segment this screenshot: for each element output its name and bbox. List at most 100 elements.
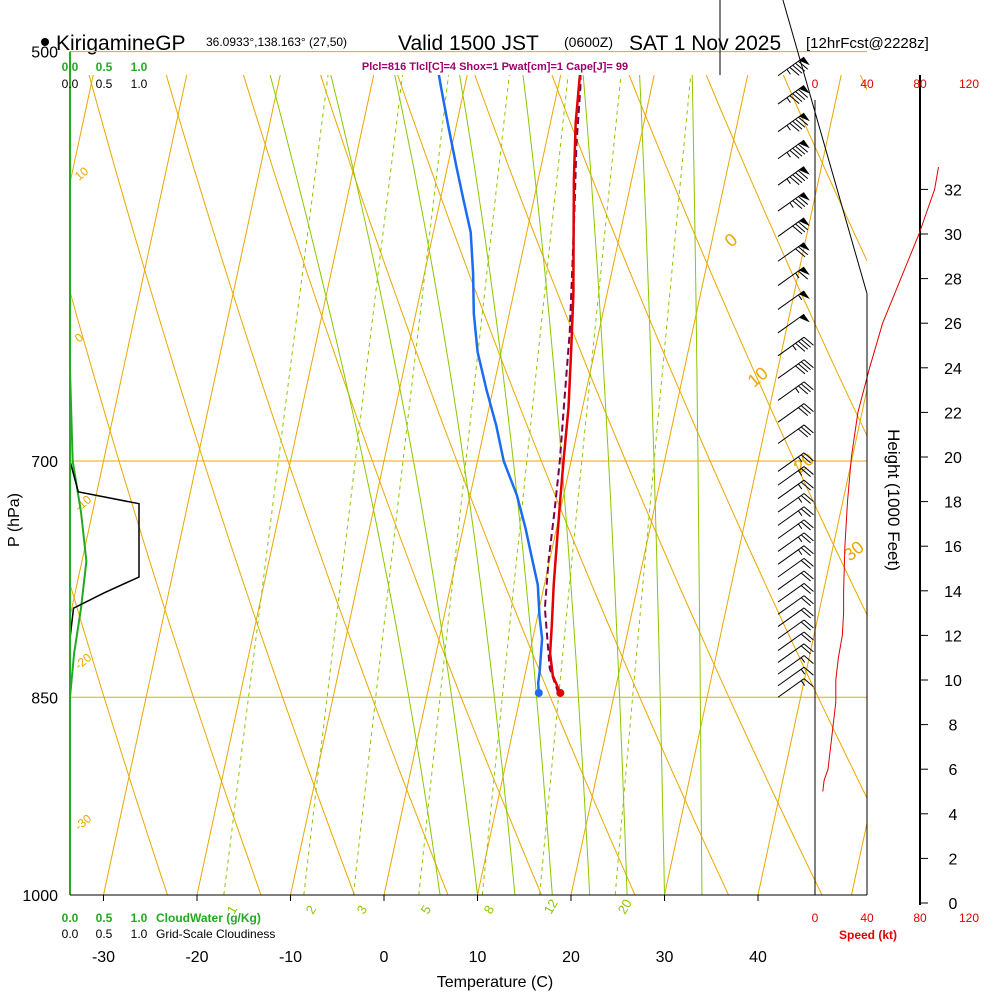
barb-pennant: [799, 266, 810, 276]
speed-tick-bottom: 40: [860, 911, 874, 925]
speed-profile-line: [822, 167, 939, 792]
barb-flag: [800, 597, 811, 607]
height-tick-label: 8: [949, 718, 958, 735]
cloudiness-line: [69, 460, 140, 639]
surface-point-temperature: [556, 688, 565, 697]
barb-staff: [777, 643, 805, 663]
wind-barb: [777, 290, 810, 310]
barb-flag: [792, 147, 803, 157]
barb-flag: [798, 270, 809, 280]
cloud-water-scale-bottom: 0.0: [62, 911, 79, 925]
wind-barb: [777, 619, 814, 640]
cloud-water-scale-bottom: 1.0: [131, 911, 148, 925]
mixing-ratio-line: [352, 75, 450, 895]
wind-barb: [777, 643, 814, 663]
barb-flag: [798, 428, 809, 438]
isotherm-line: [196, 75, 375, 895]
cloud-water-scale-top: 0.0: [62, 60, 79, 74]
barb-pennant: [799, 314, 810, 323]
wind-barbs: [777, 56, 814, 698]
barb-pennant: [799, 57, 810, 66]
dry-adiabat: [628, 75, 867, 616]
barb-flag: [800, 560, 811, 569]
barb-half-flag: [786, 69, 791, 75]
barb-flag: [795, 118, 806, 128]
speed-axis-title: Speed (kt): [839, 928, 897, 942]
height-tick-label: 22: [944, 405, 962, 422]
axes: 2503004005007008501000-30-20-10010203040…: [22, 0, 868, 966]
barb-flag: [792, 225, 803, 235]
dry-adiabat: [242, 75, 542, 895]
wind-barb: [777, 266, 810, 286]
barb-half-flag: [800, 668, 806, 675]
barb-staff: [777, 655, 805, 675]
barb-flag: [795, 172, 806, 182]
barb-flag: [803, 595, 814, 605]
wind-barb: [777, 336, 814, 357]
pressure-tick-label: 850: [31, 690, 58, 707]
barb-flag: [803, 570, 814, 580]
barb-half-flag: [786, 97, 791, 103]
mixing-ratio-line: [303, 75, 404, 895]
height-speed-panel: 0246810121416182022242628303200404080801…: [812, 75, 979, 925]
mixing-ratio-line: [539, 75, 622, 895]
cloudiness-scale-bottom: 0.0: [62, 927, 79, 941]
speed-tick-bottom: 80: [913, 911, 927, 925]
barb-staff: [777, 452, 805, 472]
barb-half-flag: [797, 470, 803, 476]
barb-flag: [803, 424, 814, 434]
barb-flag: [803, 452, 814, 462]
barb-flag: [803, 545, 814, 555]
barb-staff: [777, 359, 805, 379]
cloudiness-scale-top: 1.0: [131, 77, 148, 91]
wind-barb: [777, 466, 814, 486]
barb-flag: [792, 200, 803, 210]
wind-barb: [777, 112, 810, 133]
barb-flag: [795, 91, 806, 100]
barb-flag: [792, 120, 803, 130]
isotherm-line: [383, 75, 562, 895]
y-axis-title: P (hPa): [6, 493, 23, 547]
barb-flag: [803, 583, 814, 592]
wind-barb: [777, 359, 814, 379]
x-tick-label: -30: [92, 949, 115, 966]
wind-barb: [777, 506, 814, 526]
wind-barb: [777, 403, 814, 423]
wind-barb: [777, 452, 814, 472]
wind-barb: [777, 493, 814, 513]
barb-flag: [803, 643, 814, 653]
barb-staff: [777, 595, 805, 615]
station-bullet-icon: [41, 38, 49, 46]
isotherm-line: [477, 75, 655, 895]
pressure-tick-label: 1000: [22, 888, 58, 905]
height-tick-label: 26: [944, 316, 962, 333]
barb-pennant: [799, 113, 810, 122]
barb-half-flag: [786, 125, 791, 131]
barb-half-flag: [797, 456, 803, 463]
barb-staff: [777, 631, 805, 651]
barb-flag: [800, 521, 811, 531]
barb-flag: [800, 621, 811, 631]
barb-staff: [777, 479, 805, 500]
barb-flag: [803, 619, 814, 629]
barb-half-flag: [797, 549, 803, 555]
cloudiness-scale-bottom: 0.5: [96, 927, 113, 941]
barb-staff: [777, 678, 805, 698]
mixing-ratio-line: [481, 75, 569, 895]
dry-adiabat: [397, 75, 729, 895]
mixing-ratio-line: [418, 75, 510, 895]
barb-flag: [795, 198, 806, 207]
barb-pennant: [799, 166, 810, 175]
wind-barb: [777, 381, 814, 401]
x-tick-label: 20: [562, 949, 580, 966]
barb-flag: [800, 572, 811, 582]
barb-flag: [800, 426, 811, 436]
x-axis-title: Temperature (C): [437, 974, 553, 991]
barb-flag: [803, 493, 814, 502]
barb-flag: [803, 479, 814, 489]
barb-flag: [792, 64, 803, 74]
barb-half-flag: [795, 272, 800, 279]
barb-half-flag: [795, 387, 800, 394]
wind-barb: [777, 479, 814, 500]
barb-staff: [777, 403, 805, 423]
